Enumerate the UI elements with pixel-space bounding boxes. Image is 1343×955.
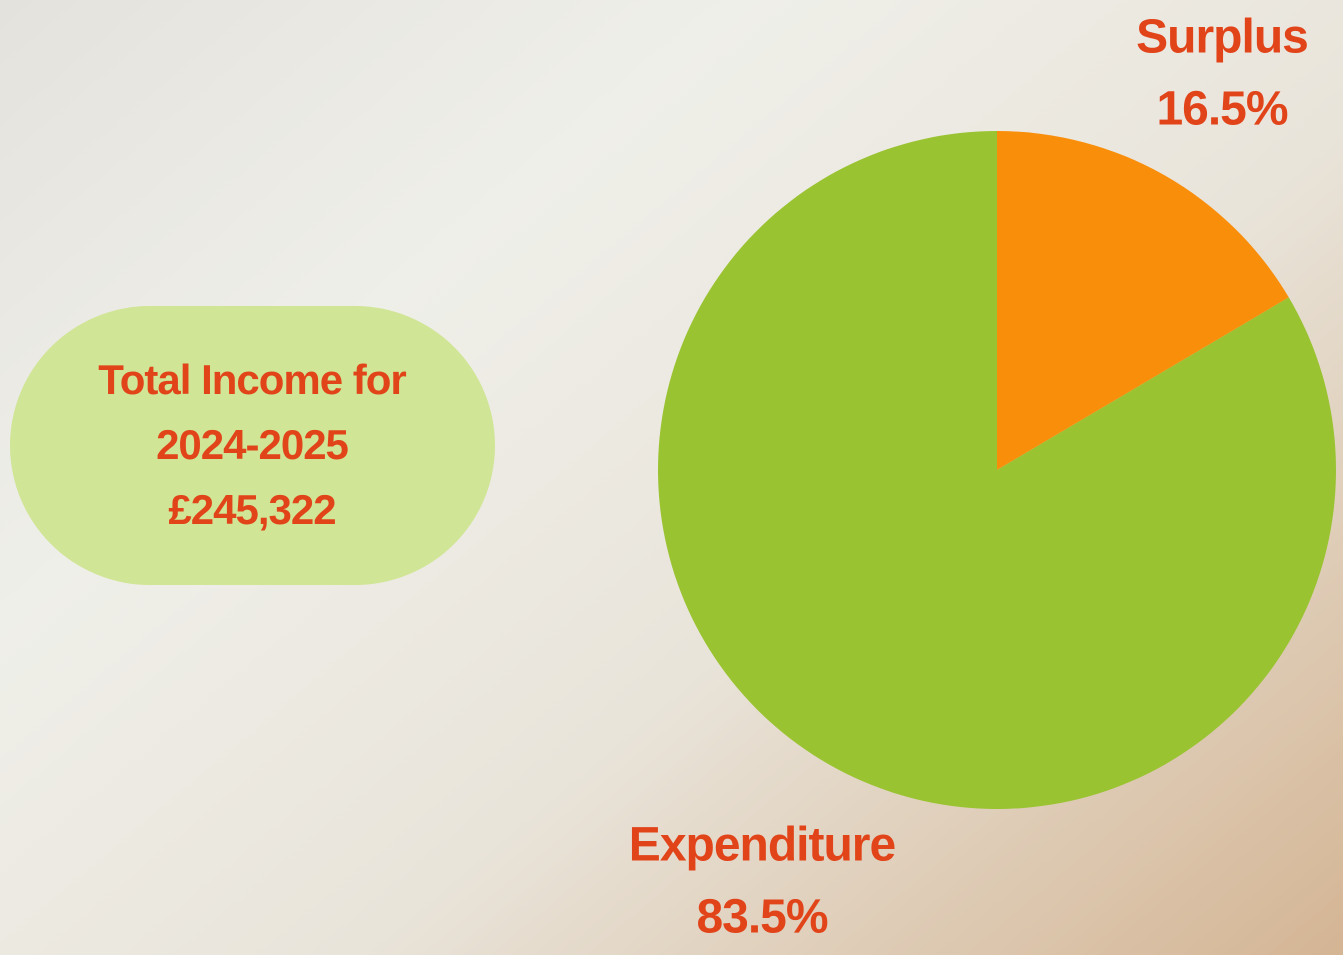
annotation-pill xyxy=(10,306,495,585)
pie-slice xyxy=(657,131,1336,809)
slice-value-label: 83.5% xyxy=(696,891,827,944)
annotation-line: 2024-2025 xyxy=(156,421,348,468)
annotation-line: £245,322 xyxy=(168,486,335,533)
slice-label: Expenditure xyxy=(629,819,896,872)
slice-label: Surplus xyxy=(1136,11,1308,64)
slice-value-label: 16.5% xyxy=(1156,83,1287,136)
pie-slice xyxy=(997,131,1289,470)
annotation-line: Total Income for xyxy=(98,356,406,403)
